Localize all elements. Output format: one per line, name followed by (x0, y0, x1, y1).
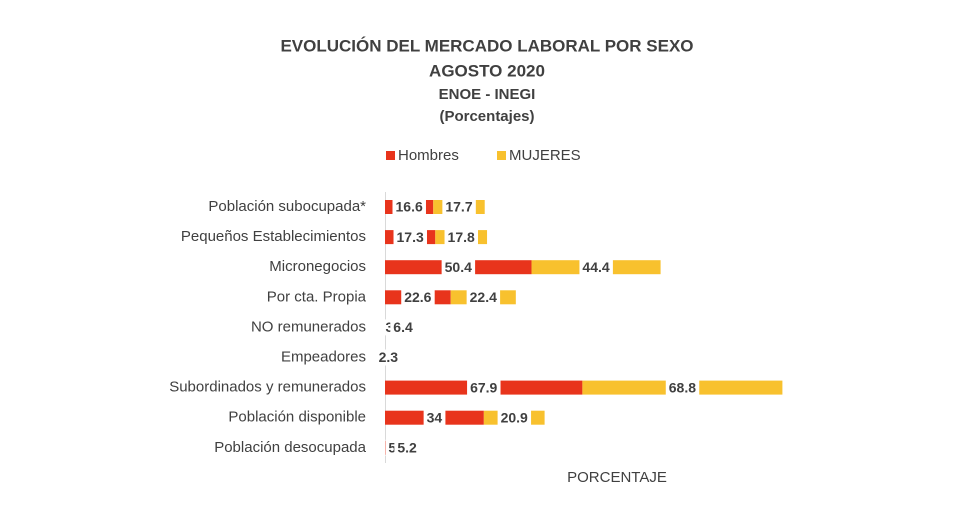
legend-swatch (497, 151, 506, 160)
data-label: 22.4 (470, 289, 497, 305)
data-label: 68.8 (669, 379, 696, 395)
data-label-bg (393, 229, 427, 246)
legend-label: MUJERES (509, 147, 581, 164)
data-label-bg (442, 199, 476, 215)
data-label: 34 (427, 409, 443, 425)
y-tick-label: Población subocupada* (208, 198, 366, 215)
data-label: 67.9 (470, 379, 497, 395)
data-label: 44.4 (582, 259, 609, 275)
legend-swatch (386, 151, 395, 160)
data-label: 5 (388, 440, 396, 456)
y-tick-label: NO remunerados (251, 318, 366, 335)
data-label: 2.3 (379, 349, 399, 365)
data-label-bg (466, 289, 501, 306)
y-tick-label: Empeadores (281, 348, 366, 365)
data-label: 16.6 (396, 199, 423, 215)
data-label-bg (394, 439, 421, 456)
y-tick-label: Subordinados y remunerados (169, 379, 366, 396)
data-label: 6.4 (393, 319, 413, 335)
y-tick-label: Pequeños Establecimientos (181, 228, 366, 245)
x-axis-label: PORCENTAJE (567, 469, 667, 486)
chart-subtitle: ENOE - INEGI (439, 86, 536, 103)
data-label-bg (444, 229, 479, 246)
data-label: 5.2 (397, 440, 417, 456)
data-label: 17.8 (448, 229, 475, 245)
y-tick-label: Micronegocios (269, 258, 366, 275)
chart-subtitle: AGOSTO 2020 (429, 61, 545, 80)
data-label-bg (497, 409, 532, 426)
data-label-bg (390, 319, 416, 336)
data-label: 17.3 (397, 229, 424, 245)
y-tick-label: Población desocupada (214, 439, 366, 456)
data-label: 22.6 (404, 289, 431, 305)
data-label-bg (579, 259, 613, 276)
data-label-bg (423, 409, 446, 426)
data-label-bg (665, 379, 700, 396)
data-label-bg (401, 289, 435, 306)
data-label: 50.4 (445, 259, 472, 275)
data-label: 17.7 (445, 199, 472, 215)
y-tick-label: Por cta. Propia (267, 288, 367, 305)
y-tick-label: Población disponible (228, 409, 366, 426)
legend-label: Hombres (398, 147, 459, 164)
data-label-bg (441, 259, 476, 276)
data-label: 20.9 (501, 409, 528, 425)
data-label-bg (467, 379, 501, 396)
data-label-bg (375, 349, 402, 366)
data-label-bg (392, 199, 426, 215)
chart-subtitle: (Porcentajes) (439, 108, 534, 125)
chart-title: EVOLUCIÓN DEL MERCADO LABORAL POR SEXO (280, 36, 693, 55)
data-label: 3 (385, 319, 393, 335)
